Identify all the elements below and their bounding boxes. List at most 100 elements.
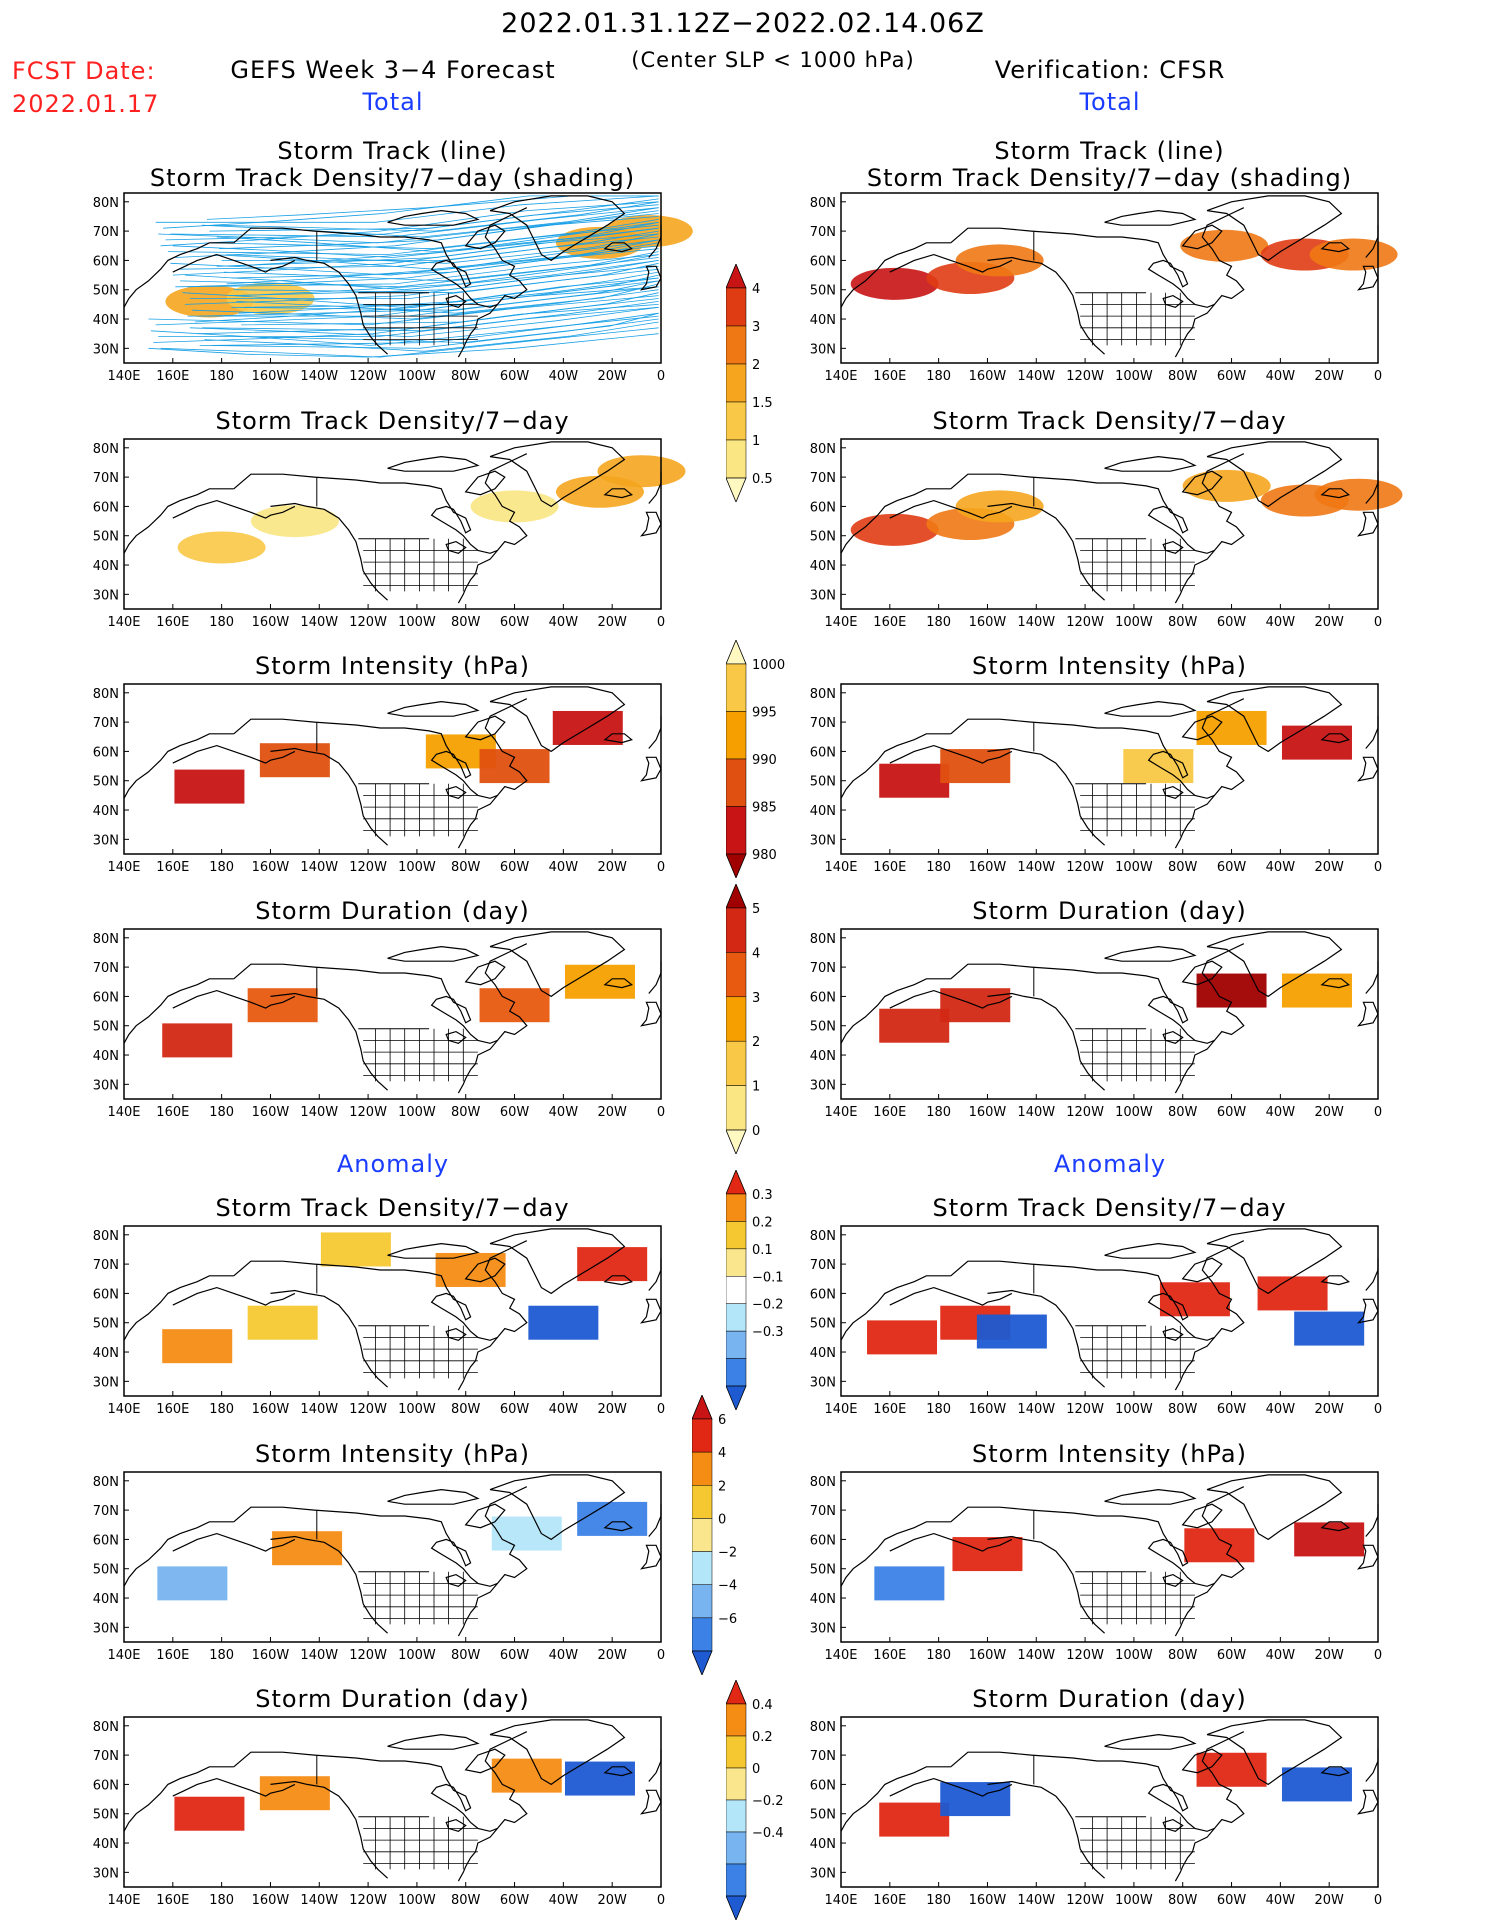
x-tick-label: 0	[657, 1402, 665, 1417]
data-field	[850, 469, 1403, 546]
x-tick-label: 40W	[549, 1105, 579, 1120]
colorbar-label: −2	[718, 1546, 737, 1561]
x-tick-label: 160E	[156, 1105, 189, 1120]
x-tick-label: 140W	[300, 1893, 338, 1908]
x-tick-label: 0	[657, 860, 665, 875]
colorbar-label: 1.5	[752, 396, 773, 411]
x-tick-label: 140E	[107, 1648, 140, 1663]
x-tick-label: 60W	[1217, 1402, 1247, 1417]
y-tick-label: 40N	[93, 1837, 119, 1852]
x-tick-label: 120W	[1066, 615, 1104, 630]
coast-alaska	[889, 1777, 1013, 1797]
coast-us-east	[457, 304, 498, 358]
y-tick-label: 70N	[93, 1504, 119, 1519]
x-tick-label: 120W	[349, 860, 387, 875]
colorbar-label: −6	[718, 1612, 737, 1627]
y-tick-label: 80N	[810, 932, 836, 947]
iceland-outline	[603, 1521, 633, 1532]
colorbar-segment	[691, 1418, 713, 1453]
britain-outline	[639, 1298, 662, 1324]
x-tick-label: 120W	[1066, 369, 1104, 384]
colorbar-label: −0.2	[752, 1298, 784, 1313]
storm-track-line	[182, 277, 659, 308]
data-field	[867, 1276, 1365, 1355]
baffin-outline	[1181, 470, 1223, 496]
coast-asia	[123, 1275, 234, 1341]
coast-west	[270, 502, 389, 601]
plot-frame	[123, 438, 662, 610]
colorbar-segment	[725, 1085, 747, 1131]
y-tick-label: 50N	[93, 1020, 119, 1035]
colorbar-label: 0.1	[752, 1243, 773, 1258]
x-tick-label: 40W	[1266, 369, 1296, 384]
x-tick-label: 140E	[824, 1648, 857, 1663]
plot-frame	[123, 928, 662, 1100]
britain-outline	[1356, 1298, 1379, 1324]
colorbar-label: 4	[752, 282, 760, 297]
colorbar-end-bottom	[725, 1895, 747, 1922]
coastline-layer	[123, 1474, 662, 1637]
colorbar-segment	[725, 439, 747, 479]
coast-asia	[840, 733, 951, 799]
colorbar-segment	[725, 711, 747, 760]
colorbar-end-top	[725, 882, 747, 909]
baffin-outline	[464, 224, 506, 250]
colorbar-label: 1	[752, 434, 760, 449]
y-tick-label: 70N	[93, 716, 119, 731]
data-cell	[940, 1782, 1011, 1817]
baffin-outline	[464, 1257, 506, 1283]
baffin-outline	[1181, 1257, 1223, 1283]
x-tick-label: 100W	[1115, 615, 1153, 630]
colorbar-label: 990	[752, 753, 777, 768]
x-tick-label: 160W	[969, 615, 1007, 630]
x-tick-label: 140W	[1017, 860, 1055, 875]
map-panel-gefs-intensity-anom: Storm Intensity (hPa) 140E 160E 180 160W 140W…	[93, 1440, 665, 1663]
data-cell	[1281, 725, 1352, 760]
x-tick-label: 40W	[1266, 860, 1296, 875]
coast-north-america	[950, 453, 1245, 554]
x-tick-label: 80W	[1168, 615, 1198, 630]
map-panel-gefs-density: Storm Track Density/7−day 140E 160E 180 160W…	[93, 407, 686, 630]
x-tick-label: 180	[209, 615, 234, 630]
x-tick-label: 40W	[1266, 1893, 1296, 1908]
y-tick-label: 70N	[810, 225, 836, 240]
great-lakes-outline	[445, 1818, 467, 1832]
coast-asia	[840, 1766, 951, 1832]
coastline-layer	[123, 931, 662, 1094]
y-tick-label: 60N	[93, 1533, 119, 1548]
x-tick-label: 80W	[1168, 1105, 1198, 1120]
coast-west	[987, 1780, 1106, 1879]
x-tick-label: 140E	[824, 1105, 857, 1120]
coast-asia	[123, 1521, 234, 1587]
x-tick-label: 100W	[1115, 860, 1153, 875]
x-tick-label: 140E	[824, 369, 857, 384]
density-blob	[597, 455, 686, 488]
x-tick-label: 180	[926, 1402, 951, 1417]
colorbar-segment	[725, 287, 747, 327]
y-tick-label: 70N	[93, 471, 119, 486]
y-tick-label: 40N	[810, 1592, 836, 1607]
map-svg: 140E 160E 180 160W 140W 120W 100W 80W 60W 40W 20W 0…	[810, 1716, 1382, 1908]
density-blob	[850, 513, 939, 546]
colorbar-label: 1	[752, 1080, 760, 1095]
coast-west	[270, 256, 389, 355]
x-tick-label: 140E	[107, 860, 140, 875]
x-tick-label: 120W	[1066, 1105, 1104, 1120]
y-tick-label: 60N	[810, 1287, 836, 1302]
y-tick-label: 80N	[93, 1229, 119, 1244]
y-tick-label: 50N	[810, 1808, 836, 1823]
y-tick-label: 50N	[93, 1563, 119, 1578]
great-lakes-outline	[1162, 1327, 1184, 1341]
storm-tracks	[148, 195, 659, 358]
density-blob	[604, 215, 693, 248]
y-tick-label: 30N	[93, 588, 119, 603]
panel-title: Storm Track Density/7−day	[215, 1194, 570, 1222]
data-cell	[940, 749, 1011, 784]
data-cell	[162, 1023, 233, 1058]
map-svg: 140E 160E 180 160W 140W 120W 100W 80W 60W 40W 20W 0…	[93, 192, 693, 384]
greenland-outline	[489, 1228, 626, 1295]
x-tick-label: 140E	[107, 1105, 140, 1120]
greenland-outline	[489, 1474, 626, 1541]
colorbar-end-bottom	[725, 477, 747, 504]
data-field	[874, 1522, 1365, 1601]
